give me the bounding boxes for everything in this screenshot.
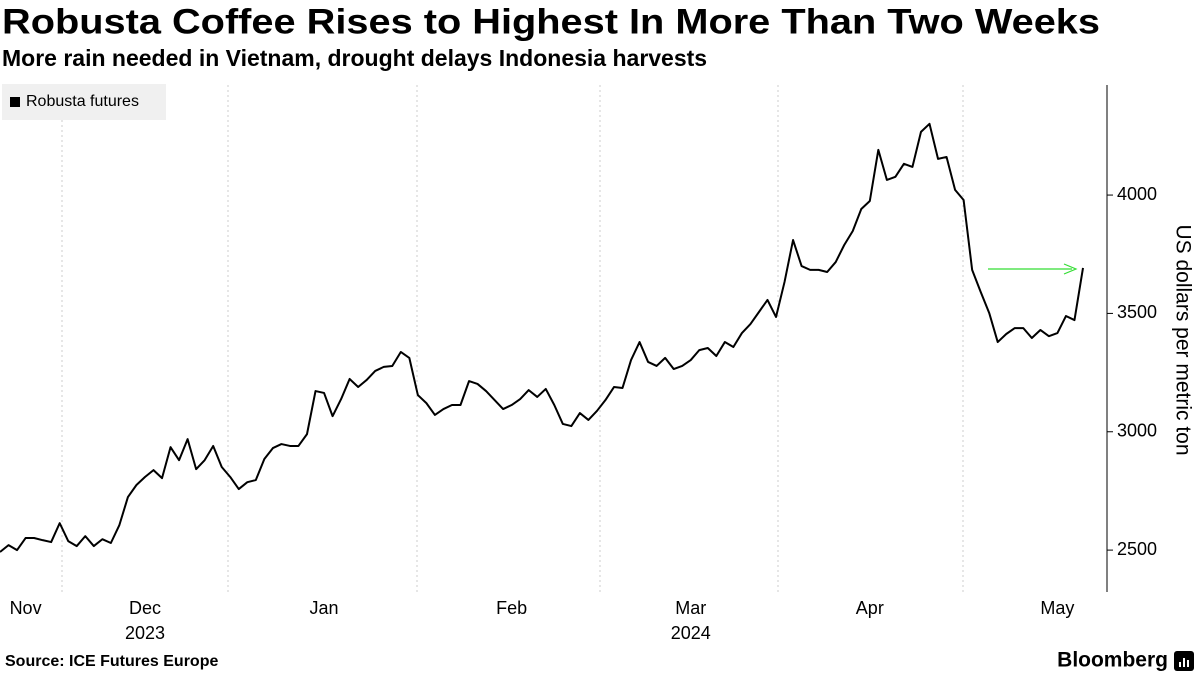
brand-icon-bar bbox=[1179, 662, 1181, 667]
legend-label: Robusta futures bbox=[26, 93, 139, 110]
legend-box bbox=[2, 84, 166, 120]
x-tick-label: Apr bbox=[856, 598, 884, 618]
x-tick-label: May bbox=[1040, 598, 1074, 618]
series-line bbox=[0, 122, 1084, 553]
x-group-label: 2024 bbox=[671, 623, 711, 643]
x-tick-label: Nov bbox=[10, 598, 42, 618]
brand-icon-bar bbox=[1187, 660, 1189, 667]
chart-subtitle: More rain needed in Vietnam, drought del… bbox=[2, 45, 707, 71]
annotation-arrow bbox=[988, 263, 1078, 275]
brand-logo: Bloomberg bbox=[1057, 649, 1168, 672]
chart-title: Robusta Coffee Rises to Highest In More … bbox=[2, 2, 1100, 41]
x-tick-label: Dec bbox=[129, 598, 161, 618]
y-axis-title: US dollars per metric ton bbox=[1171, 224, 1194, 455]
brand-icon-bar bbox=[1183, 658, 1185, 667]
x-tick-label: Feb bbox=[496, 598, 527, 618]
y-tick-label: 4000 bbox=[1117, 184, 1157, 204]
month-grid bbox=[61, 85, 964, 592]
y-tick-label: 3000 bbox=[1117, 421, 1157, 441]
x-tick-label: Mar bbox=[675, 598, 706, 618]
arrow-head bbox=[1063, 263, 1078, 275]
brand-icon bbox=[1174, 651, 1194, 671]
source-note: Source: ICE Futures Europe bbox=[5, 653, 218, 670]
x-group-label: 2023 bbox=[125, 623, 165, 643]
x-tick-label: Jan bbox=[310, 598, 339, 618]
y-tick-label: 3500 bbox=[1117, 302, 1157, 322]
y-tick-label: 2500 bbox=[1117, 539, 1157, 559]
legend-swatch bbox=[10, 97, 20, 107]
